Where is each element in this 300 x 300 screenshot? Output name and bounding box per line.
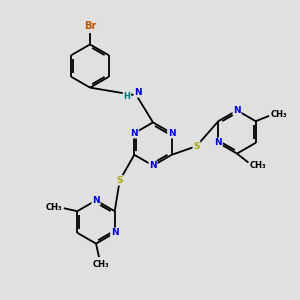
Text: N: N xyxy=(130,129,138,138)
Text: N: N xyxy=(214,138,222,147)
Text: CH₃: CH₃ xyxy=(93,260,110,269)
Text: N: N xyxy=(111,228,118,237)
Text: N: N xyxy=(233,106,241,115)
Text: N: N xyxy=(168,129,176,138)
Text: CH₃: CH₃ xyxy=(250,161,266,170)
Text: S: S xyxy=(116,176,123,185)
Text: CH₃: CH₃ xyxy=(46,203,62,212)
Text: N: N xyxy=(134,88,142,97)
Text: N: N xyxy=(149,161,157,170)
Text: CH₃: CH₃ xyxy=(271,110,287,119)
Text: S: S xyxy=(193,142,200,151)
Text: Br: Br xyxy=(84,21,96,31)
Text: N: N xyxy=(92,196,100,205)
Text: H: H xyxy=(124,92,130,101)
